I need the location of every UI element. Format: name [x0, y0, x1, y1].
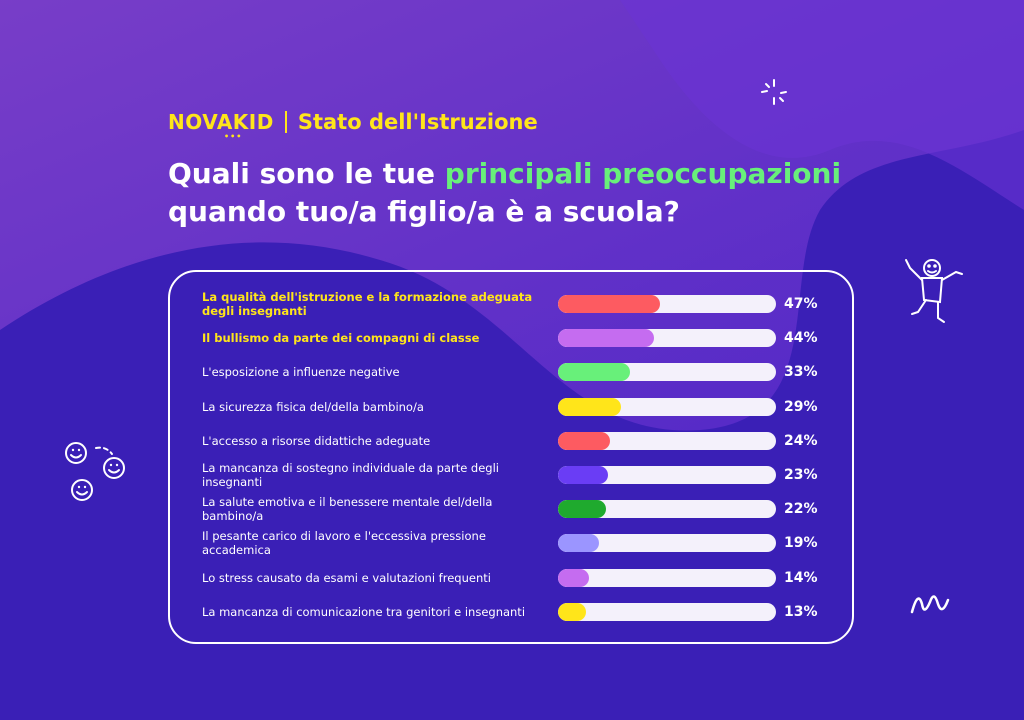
- squiggle-icon: [910, 595, 950, 614]
- bar: [558, 568, 589, 587]
- bar-label: Lo stress causato da esami e valutazioni…: [202, 570, 491, 585]
- bar-value-label: 29%: [784, 398, 818, 415]
- bar: [558, 602, 587, 621]
- bar-track: [558, 568, 776, 587]
- bar-track: [558, 500, 776, 519]
- bar: [558, 295, 661, 313]
- bar: [558, 397, 622, 416]
- bar-track: [558, 602, 776, 621]
- title-highlight: principali preoccupazioni: [444, 157, 842, 190]
- bar-value-label: 44%: [784, 330, 818, 347]
- chart-card: La qualità dell'istruzione e la formazio…: [168, 270, 854, 644]
- report-subtitle: Stato dell'Istruzione: [297, 110, 538, 134]
- bar-row: La mancanza di sostegno individuale da p…: [170, 458, 856, 492]
- bar-row: La salute emotiva e il benessere mentale…: [170, 492, 856, 526]
- novakid-logo: NOVAKID •••: [168, 110, 274, 141]
- bar: [558, 329, 654, 348]
- smiley-faces-icon: [65, 442, 125, 501]
- bar-track: [558, 397, 776, 416]
- bar-label: L'accesso a risorse didattiche adeguate: [202, 433, 431, 448]
- sparkle-icon: [761, 79, 787, 105]
- bar-label: La mancanza di comunicazione tra genitor…: [202, 604, 526, 619]
- brand-header: NOVAKID ••• Stato dell'Istruzione: [168, 110, 538, 141]
- bar-value-label: 19%: [784, 535, 818, 552]
- title-part-2: quando tuo/a figlio/a è a scuola?: [168, 195, 680, 228]
- bar-track: [558, 431, 776, 450]
- bar-value-label: 13%: [784, 603, 818, 620]
- bar: [558, 500, 606, 519]
- bar-label: Il bullismo da parte dei compagni di cla…: [202, 331, 480, 346]
- bar-value-label: 22%: [784, 501, 818, 518]
- bar-row: La mancanza di comunicazione tra genitor…: [170, 595, 856, 629]
- bar-row: La sicurezza fisica del/della bambino/a 2…: [170, 390, 856, 424]
- bar-track: [558, 534, 776, 553]
- page-title: Quali sono le tue principali preoccupazi…: [168, 155, 888, 231]
- bar-row: Il pesante carico di lavoro e l'eccessiv…: [170, 526, 856, 560]
- bar-label: La mancanza di sostegno individuale da p…: [202, 461, 500, 489]
- bar-value-label: 47%: [784, 296, 818, 312]
- bar-label: Il pesante carico di lavoro e l'eccessiv…: [202, 529, 486, 558]
- stick-figure-icon: [905, 259, 963, 323]
- bar-row: Il bullismo da parte dei compagni di cla…: [170, 321, 856, 355]
- bar: [558, 431, 611, 450]
- header-divider: [284, 111, 287, 133]
- bar: [558, 363, 630, 382]
- logo-dots: •••: [224, 132, 243, 141]
- bar: [558, 466, 609, 484]
- bar-row: L'accesso a risorse didattiche adeguate 2…: [170, 424, 856, 458]
- bar-row: Lo stress causato da esami e valutazioni…: [170, 561, 856, 595]
- bar-label: L'esposizione a influenze negative: [202, 365, 400, 380]
- bar-label: La qualità dell'istruzione e la formazio…: [202, 290, 533, 318]
- bar-row: L'esposizione a influenze negative 33%: [170, 355, 856, 389]
- bar-value-label: 33%: [784, 364, 818, 381]
- bar-value-label: 23%: [784, 467, 818, 483]
- bar-row: La qualità dell'istruzione e la formazio…: [170, 287, 856, 321]
- bar-track: [558, 466, 776, 484]
- bar-track: [558, 329, 776, 348]
- title-part-1: Quali sono le tue: [168, 157, 445, 190]
- bar-value-label: 24%: [784, 432, 818, 449]
- bar-label: La salute emotiva e il benessere mentale…: [202, 495, 493, 524]
- bar-track: [558, 295, 776, 313]
- bar-label: La sicurezza fisica del/della bambino/a: [202, 399, 424, 414]
- bar-value-label: 14%: [784, 569, 818, 586]
- bar: [558, 534, 600, 553]
- bar-track: [558, 363, 776, 382]
